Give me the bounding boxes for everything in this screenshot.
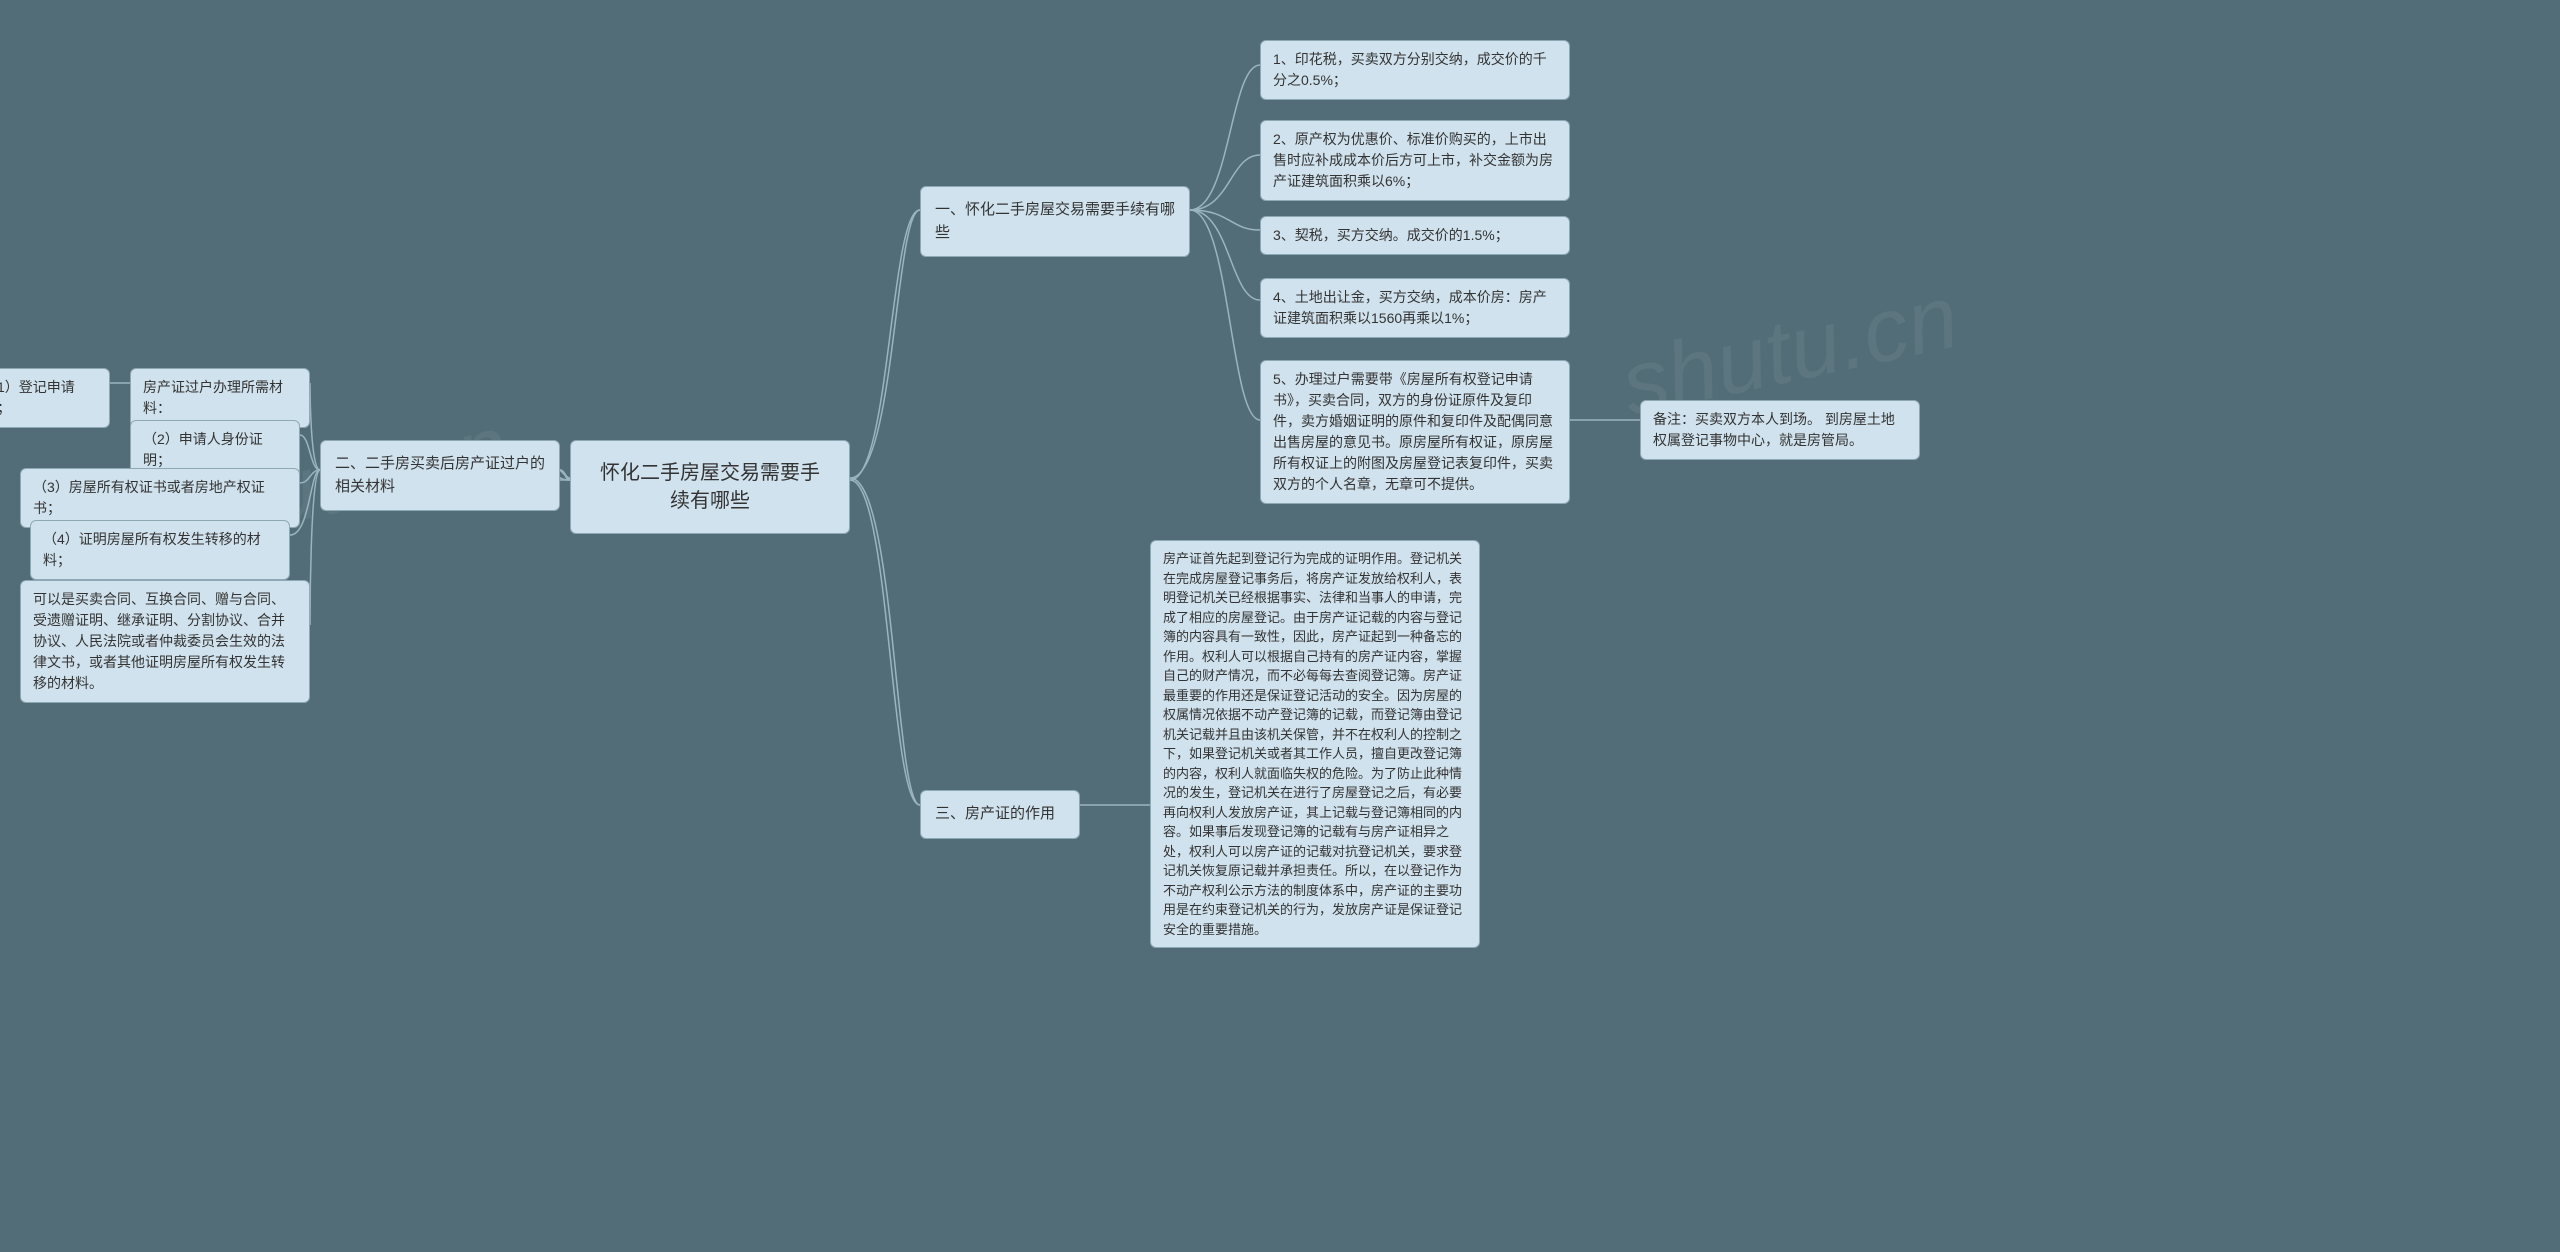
branch-1: 一、怀化二手房屋交易需要手续有哪些 <box>920 186 1190 257</box>
b1-leaf-5-note: 备注：买卖双方本人到场。 到房屋土地权属登记事物中心，就是房管局。 <box>1640 400 1920 460</box>
b1-leaf-3: 3、契税，买方交纳。成交价的1.5%； <box>1260 216 1570 255</box>
b3-leaf-1: 房产证首先起到登记行为完成的证明作用。登记机关在完成房屋登记事务后，将房产证发放… <box>1150 540 1480 948</box>
b1-leaf-5: 5、办理过户需要带《房屋所有权登记申请书》，买卖合同，双方的身份证原件及复印件，… <box>1260 360 1570 504</box>
b1-leaf-4: 4、土地出让金，买方交纳，成本价房：房产证建筑面积乘以1560再乘以1%； <box>1260 278 1570 338</box>
branch-2: 二、二手房买卖后房产证过户的相关材料 <box>320 440 560 511</box>
branch-3: 三、房产证的作用 <box>920 790 1080 839</box>
b1-leaf-1: 1、印花税，买卖双方分别交纳，成交价的千分之0.5%； <box>1260 40 1570 100</box>
b2-leaf-4: （4）证明房屋所有权发生转移的材料； <box>30 520 290 580</box>
b2-leaf-5: 可以是买卖合同、互换合同、赠与合同、受遗赠证明、继承证明、分割协议、合并协议、人… <box>20 580 310 703</box>
b2-leaf-1: 房产证过户办理所需材料： <box>130 368 310 428</box>
b1-leaf-2: 2、原产权为优惠价、标准价购买的，上市出售时应补成成本价后方可上市，补交金额为房… <box>1260 120 1570 201</box>
b2-leaf-3: （3）房屋所有权证书或者房地产权证书； <box>20 468 300 528</box>
b2-leaf-1-child: （1）登记申请书； <box>0 368 110 428</box>
center-node: 怀化二手房屋交易需要手续有哪些 <box>570 440 850 534</box>
